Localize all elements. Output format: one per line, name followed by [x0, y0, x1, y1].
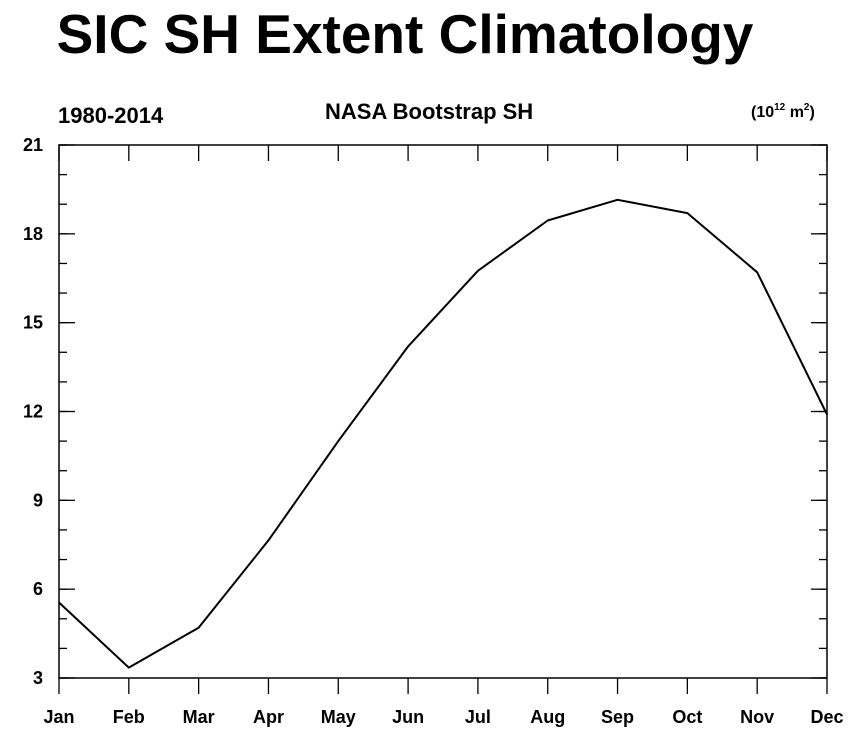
x-tick-label: Aug	[530, 707, 565, 727]
ticks-layer	[58, 144, 828, 694]
x-tick-label: Mar	[183, 707, 215, 727]
y-tick-label: 15	[23, 313, 43, 333]
dataset-label: NASA Bootstrap SH	[325, 99, 534, 124]
period-label: 1980-2014	[58, 103, 164, 128]
units-exponent: 12	[774, 102, 786, 113]
x-tick-label: May	[321, 707, 356, 727]
labels-layer: 3 6 9 12 15 18 21 Jan Feb Mar Apr May Jun Jul Aug Sep Oc…	[23, 135, 844, 727]
units-end: )	[809, 104, 815, 121]
x-tick-label: Apr	[253, 707, 284, 727]
plot-frame	[58, 144, 828, 679]
x-tick-label: Jun	[392, 707, 424, 727]
x-tick-label: Nov	[740, 707, 774, 727]
x-tick-label: Jan	[43, 707, 74, 727]
y-tick-label: 6	[33, 579, 43, 599]
series-line	[58, 198, 828, 669]
x-tick-label: Sep	[601, 707, 634, 727]
y-tick-label: 12	[23, 402, 43, 422]
x-tick-label: Oct	[672, 707, 702, 727]
page-title: SIC SH Extent Climatology	[56, 3, 754, 65]
units-mid: m	[785, 104, 804, 121]
units-base: (10	[751, 104, 775, 121]
x-tick-label: Feb	[113, 707, 145, 727]
units-exponent-2: 2	[803, 102, 810, 113]
y-tick-label: 18	[23, 224, 43, 244]
x-tick-label: Jul	[465, 707, 491, 727]
units-label: (1012 m2)	[751, 102, 815, 122]
y-tick-label: 3	[33, 668, 43, 688]
y-tick-label: 9	[33, 490, 43, 510]
x-tick-label: Dec	[810, 707, 843, 727]
y-tick-label: 21	[23, 135, 43, 155]
